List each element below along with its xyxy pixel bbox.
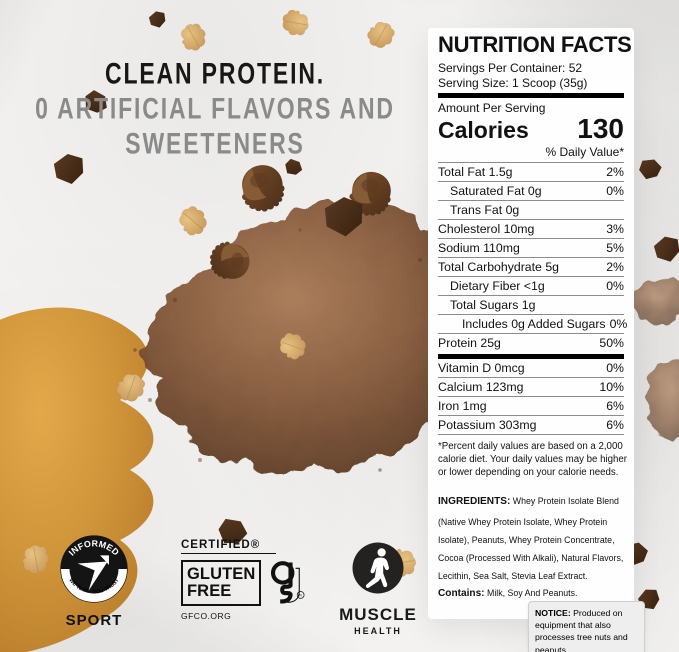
svg-text:R: R <box>300 593 303 597</box>
